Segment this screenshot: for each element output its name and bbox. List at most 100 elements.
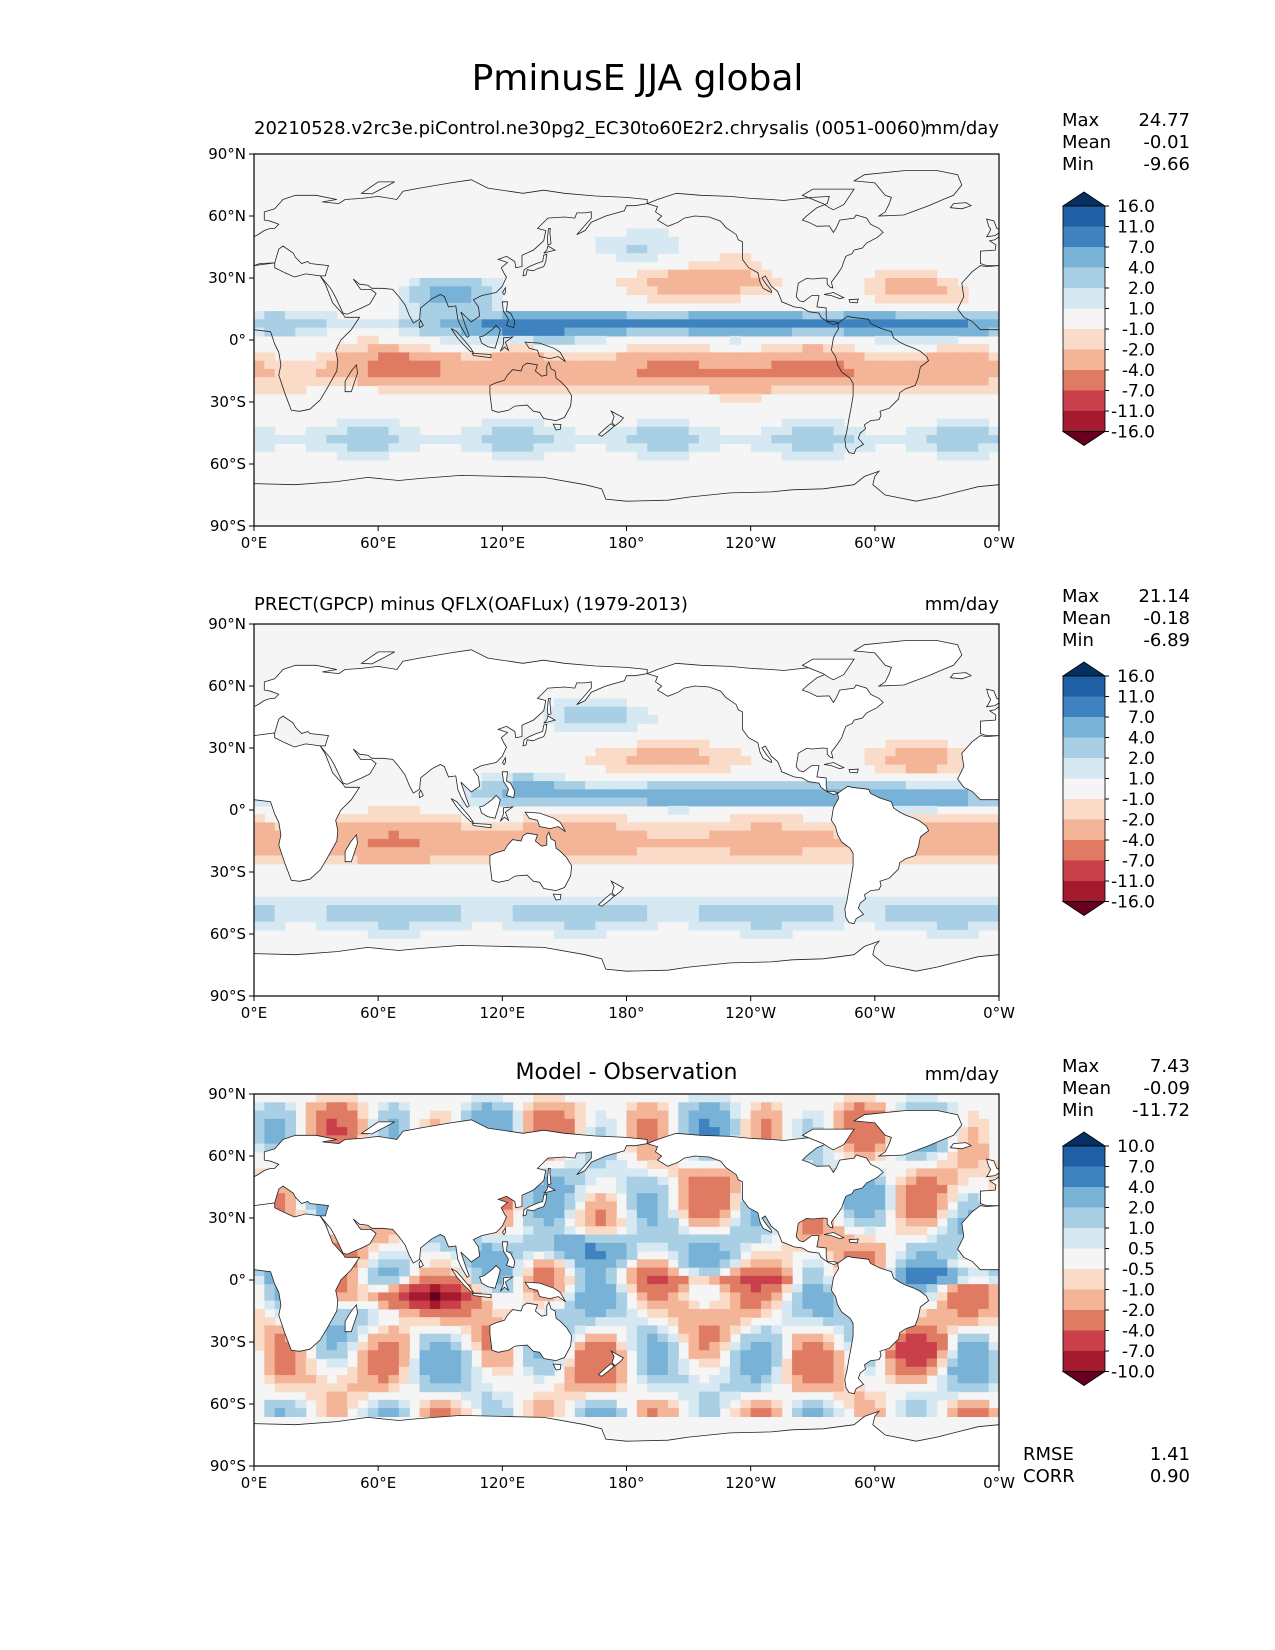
field-cell [678, 905, 690, 914]
field-cell [978, 822, 990, 832]
field-cell [823, 1358, 835, 1368]
field-cell [740, 1308, 752, 1318]
field-cell [750, 327, 762, 337]
coastline [552, 893, 562, 901]
field-cell [854, 443, 866, 453]
field-cell [792, 1127, 804, 1136]
field-cell [947, 1366, 959, 1376]
field-cell [740, 1366, 752, 1376]
field-cell [316, 905, 328, 914]
field-cell [657, 1226, 669, 1236]
field-cell [647, 756, 659, 766]
field-cell [729, 748, 741, 757]
field-cell [533, 1300, 545, 1310]
field-cell [636, 311, 648, 320]
field-cell [585, 1408, 597, 1417]
field-cell [698, 822, 710, 832]
field-cell [657, 1259, 669, 1269]
field-cell [823, 1275, 835, 1285]
field-cell [978, 1300, 990, 1310]
field-cell [843, 1118, 855, 1128]
field-cell [978, 1358, 990, 1368]
field-cell [419, 1350, 431, 1360]
field-cell [667, 764, 679, 774]
field-cell [574, 1325, 586, 1335]
field-cell [905, 1358, 917, 1368]
coastline [418, 1259, 424, 1269]
field-cell [843, 319, 855, 329]
field-cell [698, 1168, 710, 1178]
field-cell [471, 302, 483, 312]
field-cell [926, 838, 938, 848]
field-cell [874, 269, 886, 279]
field-cell [533, 1102, 545, 1112]
field-cell [667, 1308, 679, 1318]
field-cell [978, 838, 990, 848]
field-cell [709, 426, 721, 436]
field-cell [285, 327, 296, 337]
field-cell [564, 1275, 576, 1285]
field-cell [771, 1408, 783, 1417]
field-cell [647, 253, 659, 263]
field-cell [481, 1259, 493, 1269]
field-cell [843, 1325, 855, 1335]
x-tick-label: 120°W [725, 1474, 776, 1492]
field-cell [771, 1118, 783, 1128]
field-cell [750, 1251, 762, 1260]
field-cell [336, 1292, 348, 1302]
field-cell [367, 319, 379, 329]
field-cell [792, 1408, 804, 1417]
field-cell [719, 1342, 731, 1351]
colorbar-segment [1063, 819, 1105, 841]
field-cell [491, 789, 503, 799]
field-cell [647, 1300, 659, 1310]
field-cell [502, 1399, 514, 1409]
field-cell [967, 443, 979, 453]
field-cell [729, 789, 741, 799]
field-cell [419, 1118, 431, 1128]
field-cell [988, 385, 999, 395]
field-cell [729, 368, 741, 378]
field-cell [554, 1308, 566, 1318]
field-cell [947, 1300, 959, 1310]
field-cell [916, 1275, 928, 1285]
field-cell [967, 451, 979, 461]
field-cell [585, 368, 597, 378]
field-cell [823, 822, 835, 832]
field-cell [729, 335, 741, 345]
field-cell [378, 385, 390, 395]
field-cell [626, 426, 638, 436]
field-cell [367, 1292, 379, 1302]
field-cell [864, 1135, 876, 1145]
field-cell [936, 921, 948, 931]
field-cell [957, 451, 969, 461]
field-cell [481, 905, 493, 914]
field-cell [916, 781, 928, 790]
field-cell [605, 352, 617, 362]
field-cell [533, 1366, 545, 1376]
field-cell [471, 1342, 483, 1351]
coastline [524, 1281, 566, 1303]
field-cell [429, 1342, 441, 1351]
colorbar-segment [1063, 1289, 1105, 1311]
field-cell [595, 385, 607, 395]
field-cell [274, 1102, 286, 1112]
field-cell [636, 830, 648, 840]
field-cell [491, 838, 503, 848]
field-cell [605, 443, 617, 453]
field-cell [585, 1218, 597, 1227]
field-cell [285, 385, 296, 395]
field-cell [409, 352, 421, 362]
field-cell [719, 1275, 731, 1285]
field-cell [647, 1242, 659, 1252]
field-cell [502, 896, 514, 906]
field-cell [761, 1251, 772, 1260]
field-cell [761, 1300, 772, 1310]
field-cell [574, 1259, 586, 1269]
colorbar-tick-label: -4.0 [1122, 1322, 1155, 1342]
field-cell [533, 319, 545, 329]
field-cell [450, 286, 462, 296]
field-cell [688, 269, 700, 279]
field-cell [967, 1193, 979, 1203]
field-cell [502, 1366, 514, 1376]
